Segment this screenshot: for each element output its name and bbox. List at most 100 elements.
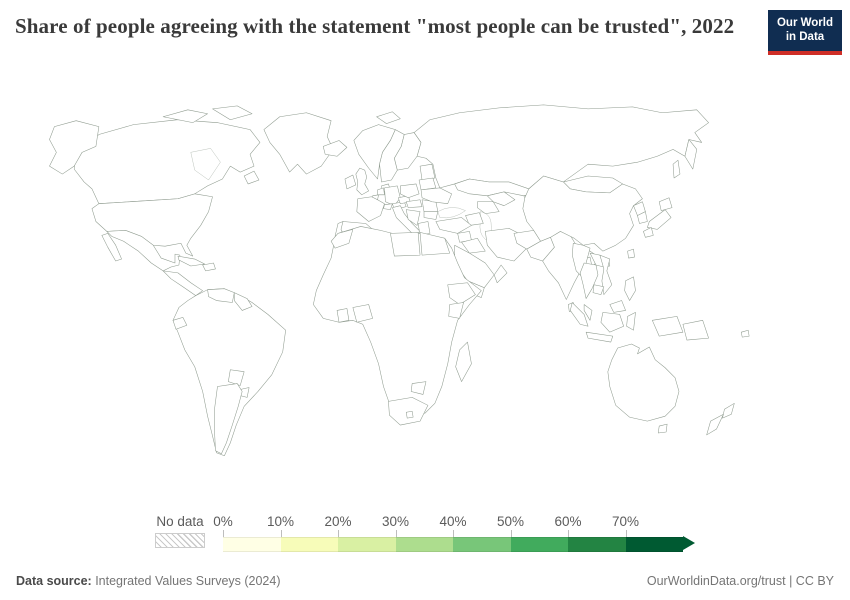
country-lesotho[interactable] [405,410,414,419]
legend-tick-mark [395,530,397,537]
country-iraq[interactable] [461,238,486,254]
data-source-label: Data source: [16,574,92,588]
legend-segment-10-20%[interactable] [280,537,338,552]
black-sea [437,207,466,219]
region-caucasus[interactable] [465,212,484,226]
country-greece[interactable] [417,221,431,236]
country-china[interactable] [522,175,643,252]
region-balkans[interactable] [405,209,421,226]
country-svalbard[interactable] [376,111,401,124]
legend-segment-30-40%[interactable] [395,537,453,552]
country-indonesia-sumatra[interactable] [569,302,589,327]
country-indonesia-kalimantan[interactable] [600,312,624,333]
country-paraguay[interactable] [228,369,245,386]
country-japan-kyushu[interactable] [643,227,654,238]
legend-tick-label: 0% [213,514,233,529]
credit-link[interactable]: OurWorldinData.org/trust [646,574,786,588]
country-south-korea[interactable] [637,211,648,224]
country-indonesia-java[interactable] [585,331,614,343]
region-africa-no-data[interactable] [313,226,482,414]
region-guyanas[interactable] [233,292,253,311]
country-indonesia-sulawesi[interactable] [626,312,636,331]
country-malaysia[interactable] [583,304,593,321]
region-baltics[interactable] [419,163,436,181]
country-papua-new-guinea[interactable] [682,320,709,341]
country-france[interactable] [356,196,385,222]
country-japan-hokkaido[interactable] [658,197,673,211]
region-sakhalin[interactable] [672,159,681,179]
country-canada[interactable] [73,119,261,204]
country-germany[interactable] [384,185,401,206]
country-indonesia-west-papua[interactable] [652,316,684,337]
country-new-zealand-north[interactable] [722,403,735,419]
country-usa-alaska[interactable] [49,120,100,175]
legend-no-data[interactable]: No data [155,514,205,548]
country-egypt[interactable] [419,232,450,256]
region-pacific-islands[interactable] [740,329,750,338]
legend-tick-label: 50% [496,514,525,529]
country-ghana[interactable] [336,308,350,323]
country-oman[interactable] [493,264,508,284]
country-bulgaria[interactable] [423,211,439,220]
country-thailand[interactable] [579,262,599,299]
country-poland[interactable] [400,183,420,199]
country-turkey[interactable] [435,217,472,234]
legend-segment-40-50%[interactable] [453,537,511,552]
region-central-america[interactable] [162,270,203,296]
country-argentina[interactable] [214,383,243,455]
country-vietnam[interactable] [599,254,613,295]
country-russia-kamchatka[interactable] [684,139,698,170]
country-cuba[interactable] [177,255,205,267]
country-cambodia[interactable] [592,284,605,295]
country-australia[interactable] [607,343,680,422]
country-ecuador[interactable] [172,317,188,330]
country-turkmenistan[interactable] [477,201,500,214]
country-malaysia-borneo[interactable] [609,300,626,313]
legend-tick-label: 30% [381,514,410,529]
legend-segment-20-30%[interactable] [338,537,396,552]
legend-segment-60-70%[interactable] [568,537,626,552]
country-netherlands[interactable] [377,187,385,196]
country-new-zealand-south[interactable] [706,413,724,436]
country-canada-arctic-2[interactable] [212,105,253,120]
country-greenland[interactable] [263,112,334,175]
country-venezuela[interactable] [207,288,235,303]
country-nigeria[interactable] [352,304,373,323]
legend-segment->70%[interactable] [625,537,683,552]
country-morocco[interactable] [330,229,354,249]
country-canada-arctic-1[interactable] [162,109,208,123]
world-map-svg [49,104,750,456]
country-iceland[interactable] [322,140,348,157]
country-hispaniola[interactable] [202,262,216,272]
credit-license: | CC BY [785,574,834,588]
country-south-africa[interactable] [388,397,429,426]
country-philippines[interactable] [624,276,636,301]
country-australia-tasmania[interactable] [657,423,668,434]
country-japan-honshu[interactable] [647,209,672,230]
country-zimbabwe[interactable] [410,381,427,395]
country-united-kingdom[interactable] [355,167,369,196]
country-russia[interactable] [413,104,709,190]
legend-tick-mark [223,530,224,537]
legend-tick-label: 70% [611,514,640,529]
legend-segment-50-60%[interactable] [510,537,568,552]
country-switzerland[interactable] [383,203,393,210]
owid-logo[interactable]: Our World in Data [768,10,842,55]
country-canada-newfoundland[interactable] [243,170,260,185]
country-libya[interactable] [390,232,421,257]
region-slovakia-hungary[interactable] [405,199,423,208]
country-taiwan[interactable] [627,248,635,259]
country-belarus[interactable] [418,177,437,191]
country-ireland[interactable] [344,174,357,190]
country-ethiopia[interactable] [447,282,476,305]
country-madagascar[interactable] [455,341,472,382]
legend-color-bar[interactable]: 0% 10% 20% 30% 40% 50% 60% 70% [213,514,713,556]
region-south-america[interactable] [172,288,286,456]
country-mexico-baja[interactable] [101,233,122,262]
country-kenya[interactable] [448,302,464,319]
legend-tick-mark [510,530,512,537]
country-uzbekistan[interactable] [486,191,516,206]
legend-segment-0-10%[interactable] [223,537,281,552]
hudson-bay [190,148,221,181]
